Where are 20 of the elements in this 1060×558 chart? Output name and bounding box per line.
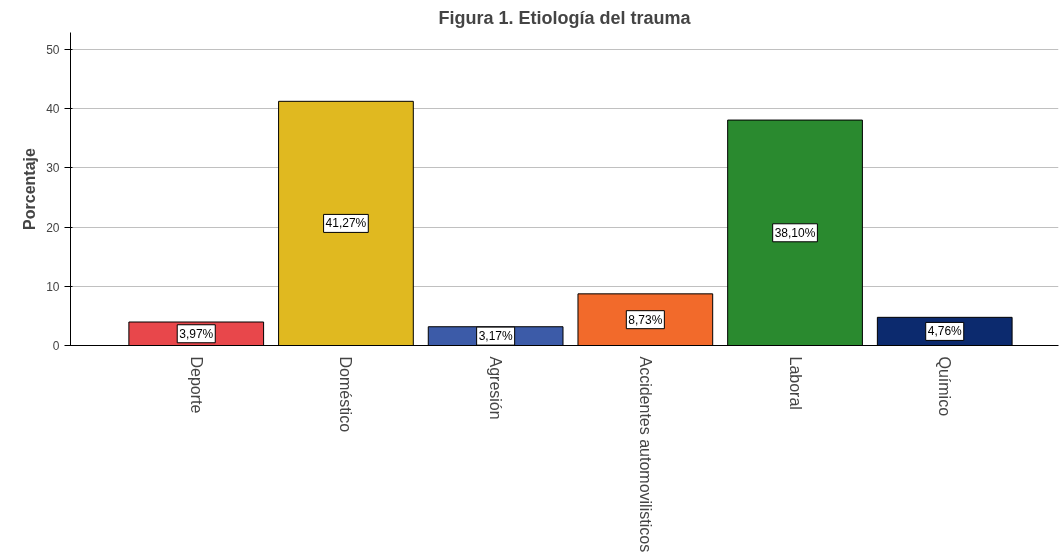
x-tick-label: Químico <box>936 356 954 417</box>
y-tick-label: 40 <box>46 102 60 117</box>
data-label: 4,76% <box>927 324 963 339</box>
y-tick-label: 50 <box>46 43 60 58</box>
x-tick-label: Deporte <box>187 356 205 414</box>
data-label: 3,17% <box>478 329 513 344</box>
y-tick-label: 0 <box>52 339 60 353</box>
data-label: 41,27% <box>325 216 367 231</box>
y-axis-title: Porcentaje <box>21 147 39 230</box>
y-tick-label: 30 <box>46 161 60 176</box>
data-label: 8,73% <box>628 312 663 327</box>
chart-title: Figura 1. Etiología del trauma <box>438 7 692 28</box>
x-tick-label: Doméstico <box>337 356 355 433</box>
y-tick-label: 20 <box>46 220 60 235</box>
data-label: 38,10% <box>774 225 816 240</box>
x-tick-label: Laboral <box>786 356 804 410</box>
x-tick-label: Accidentes automovilisticos <box>636 356 654 553</box>
data-label: 3,97% <box>179 326 214 341</box>
x-tick-label: Agresión <box>487 356 505 420</box>
y-tick-label: 10 <box>46 279 60 294</box>
